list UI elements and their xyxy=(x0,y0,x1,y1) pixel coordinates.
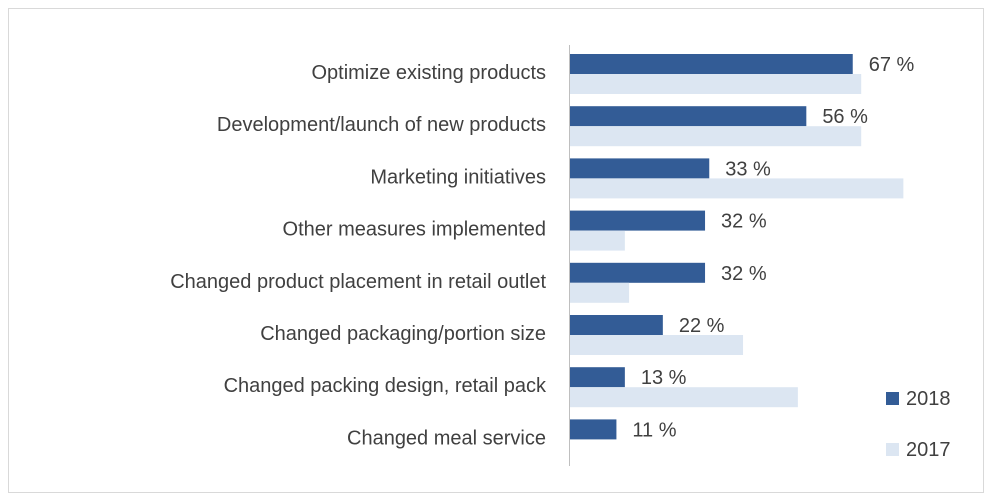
data-label-2018: 13 % xyxy=(641,367,687,389)
category-label: Changed meal service xyxy=(347,427,546,449)
category-label: Marketing initiatives xyxy=(370,166,546,188)
category-label: Changed packaging/portion size xyxy=(260,323,546,345)
data-label-2018: 56 % xyxy=(822,106,868,128)
bar-2017 xyxy=(570,178,904,199)
legend-swatch-2017 xyxy=(886,443,899,456)
bar-2018 xyxy=(570,54,853,74)
legend-label-2018: 2018 xyxy=(906,388,951,410)
bar-2017 xyxy=(570,387,798,408)
bars xyxy=(570,54,904,440)
data-label-2018: 32 % xyxy=(721,263,767,285)
data-labels: 67 % 56 % 33 % 32 % 32 % 22 % 13 % 11 % xyxy=(632,54,914,441)
bar-2018 xyxy=(570,106,807,127)
bar-2017 xyxy=(570,230,625,251)
bar-2018 xyxy=(570,210,706,231)
bar-2018 xyxy=(570,158,710,179)
bar-2018 xyxy=(570,367,625,388)
bar-2017 xyxy=(570,74,862,94)
bar-2017 xyxy=(570,282,630,303)
data-label-2018: 32 % xyxy=(721,211,767,233)
bar-2018 xyxy=(570,419,617,440)
data-label-2018: 33 % xyxy=(725,158,771,180)
category-label: Development/launch of new products xyxy=(217,114,546,136)
category-label: Other measures implemented xyxy=(283,219,546,241)
legend: 2018 2017 xyxy=(886,388,951,461)
category-labels: Optimize existing products Development/la… xyxy=(170,62,547,449)
data-label-2018: 67 % xyxy=(869,54,915,76)
bar-2018 xyxy=(570,315,663,335)
legend-swatch-2018 xyxy=(886,392,899,405)
data-label-2018: 22 % xyxy=(679,315,725,337)
bar-2017 xyxy=(570,335,744,355)
bar-2017 xyxy=(570,126,862,147)
category-label: Changed packing design, retail pack xyxy=(224,375,547,397)
bar-2018 xyxy=(570,262,706,283)
legend-label-2017: 2017 xyxy=(906,439,951,461)
category-label: Changed product placement in retail outl… xyxy=(170,271,546,293)
category-label: Optimize existing products xyxy=(311,62,546,84)
data-label-2018: 11 % xyxy=(632,419,676,441)
